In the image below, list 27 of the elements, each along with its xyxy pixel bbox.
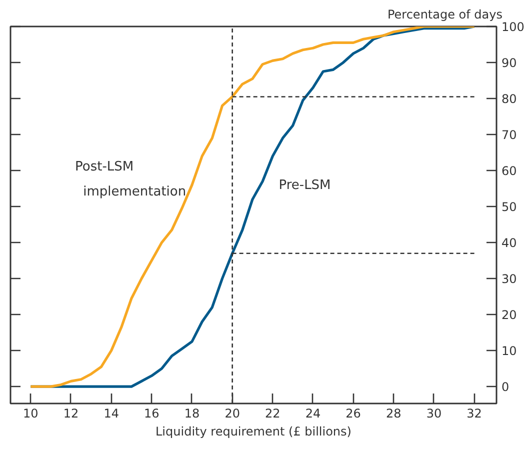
series-label: Post-LSM implementation: [75, 159, 186, 200]
y-tick-label: 40: [502, 236, 517, 250]
x-tick-label: 16: [144, 406, 160, 420]
x-tick-label: 26: [346, 406, 361, 420]
y-tick-label: 50: [502, 200, 517, 214]
y-tick-label: 0: [502, 380, 510, 394]
x-tick-label: 22: [265, 406, 280, 420]
x-tick-label: 10: [23, 406, 38, 420]
y-tick-label: 30: [502, 272, 517, 286]
x-tick-label: 20: [224, 406, 240, 420]
y-tick-label: 70: [502, 128, 517, 142]
x-tick-label: 24: [305, 406, 321, 420]
x-tick-label: 18: [184, 406, 200, 420]
x-tick-label: 14: [104, 406, 119, 420]
x-tick-label: 30: [426, 406, 442, 420]
x-tick-label: 32: [466, 406, 482, 420]
x-tick-label: 12: [63, 406, 79, 420]
y-tick-label: 90: [502, 56, 517, 70]
y-axis-title: Percentage of days: [387, 8, 503, 22]
y-tick-label: 60: [502, 164, 517, 178]
x-axis-title: Liquidity requirement (£ billions): [156, 424, 352, 438]
y-tick-label: 80: [502, 92, 517, 106]
series-label: Pre-LSM: [278, 178, 331, 194]
y-tick-label: 100: [502, 20, 524, 34]
y-tick-label: 20: [502, 308, 517, 322]
y-tick-label: 10: [502, 344, 517, 358]
x-tick-label: 28: [386, 406, 402, 420]
